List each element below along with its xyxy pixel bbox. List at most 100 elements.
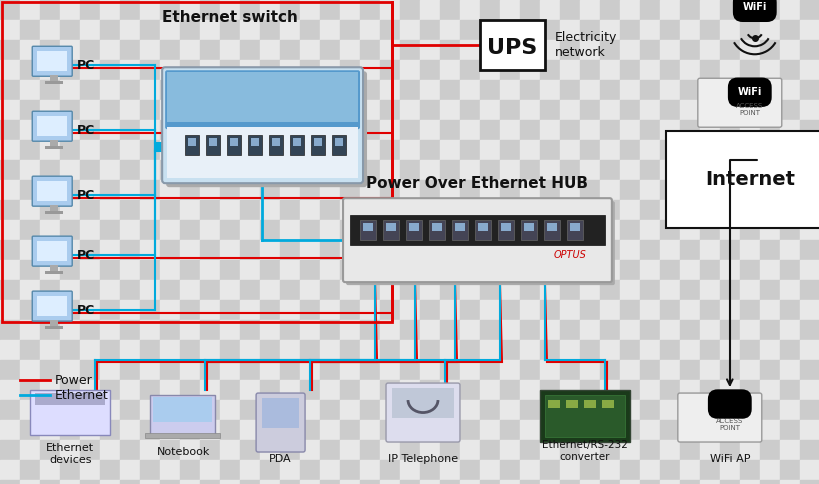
Bar xyxy=(519,460,539,480)
Bar xyxy=(100,420,120,440)
Bar xyxy=(60,480,80,484)
Bar xyxy=(679,0,699,20)
Bar xyxy=(153,397,212,422)
Bar xyxy=(280,440,300,460)
Bar xyxy=(360,20,379,40)
Bar xyxy=(659,240,679,260)
Bar xyxy=(379,380,400,400)
Bar xyxy=(360,420,379,440)
Bar xyxy=(779,260,799,280)
Bar xyxy=(0,120,20,140)
Bar xyxy=(379,80,400,100)
Bar xyxy=(80,160,100,180)
Bar xyxy=(80,340,100,360)
Bar xyxy=(140,220,160,240)
Bar xyxy=(523,223,533,231)
Bar xyxy=(319,400,340,420)
Text: Ethernet
devices: Ethernet devices xyxy=(46,443,94,465)
Bar xyxy=(459,280,479,300)
Bar xyxy=(120,260,140,280)
Bar xyxy=(188,138,196,146)
Bar xyxy=(20,460,40,480)
Bar xyxy=(40,420,60,440)
Bar xyxy=(779,200,799,220)
Bar xyxy=(35,393,105,405)
Bar xyxy=(0,440,20,460)
Bar xyxy=(659,340,679,360)
Bar xyxy=(539,440,559,460)
Bar xyxy=(140,200,160,220)
Bar xyxy=(419,140,440,160)
Bar xyxy=(459,60,479,80)
Bar xyxy=(40,340,60,360)
Bar xyxy=(45,211,63,214)
Bar xyxy=(319,180,340,200)
Bar xyxy=(140,460,160,480)
Bar xyxy=(40,100,60,120)
Bar xyxy=(260,80,280,100)
Bar xyxy=(559,160,579,180)
Bar xyxy=(440,160,459,180)
Bar xyxy=(180,60,200,80)
Bar xyxy=(80,100,100,120)
Bar xyxy=(60,400,80,420)
Bar xyxy=(150,395,215,435)
Bar xyxy=(140,400,160,420)
Bar xyxy=(50,265,58,271)
Bar xyxy=(619,420,639,440)
Bar xyxy=(400,120,419,140)
Bar xyxy=(379,120,400,140)
Bar xyxy=(500,280,519,300)
Bar xyxy=(739,240,759,260)
Bar xyxy=(319,320,340,340)
Bar xyxy=(479,160,500,180)
Bar xyxy=(539,200,559,220)
Bar xyxy=(80,120,100,140)
Bar xyxy=(500,300,519,320)
Bar xyxy=(559,260,579,280)
Bar xyxy=(759,180,779,200)
Bar xyxy=(479,180,500,200)
Bar xyxy=(319,440,340,460)
Bar xyxy=(400,200,419,220)
Bar xyxy=(80,380,100,400)
Bar xyxy=(0,480,20,484)
Bar xyxy=(200,340,219,360)
Bar xyxy=(659,440,679,460)
Bar xyxy=(219,0,240,20)
Bar xyxy=(779,100,799,120)
Bar xyxy=(219,480,240,484)
Bar xyxy=(400,320,419,340)
Bar xyxy=(280,400,300,420)
Bar xyxy=(519,140,539,160)
Bar xyxy=(419,20,440,40)
Bar xyxy=(500,460,519,480)
Bar xyxy=(360,300,379,320)
Bar xyxy=(519,300,539,320)
Bar xyxy=(579,340,600,360)
Bar xyxy=(379,240,400,260)
Bar xyxy=(60,20,80,40)
Bar xyxy=(219,200,240,220)
Bar xyxy=(280,80,300,100)
Bar xyxy=(0,320,20,340)
Bar xyxy=(500,320,519,340)
Bar xyxy=(219,40,240,60)
Bar xyxy=(479,400,500,420)
Bar xyxy=(219,440,240,460)
Bar xyxy=(619,400,639,420)
Bar xyxy=(0,360,20,380)
Bar xyxy=(160,360,180,380)
Bar xyxy=(100,160,120,180)
Bar xyxy=(300,480,319,484)
Bar xyxy=(227,135,241,155)
Bar xyxy=(600,300,619,320)
Bar xyxy=(600,360,619,380)
Bar xyxy=(566,220,582,240)
Bar xyxy=(579,440,600,460)
Bar xyxy=(619,360,639,380)
Bar xyxy=(340,240,360,260)
Text: PC: PC xyxy=(77,124,95,136)
Bar xyxy=(379,200,400,220)
Bar xyxy=(699,200,719,220)
